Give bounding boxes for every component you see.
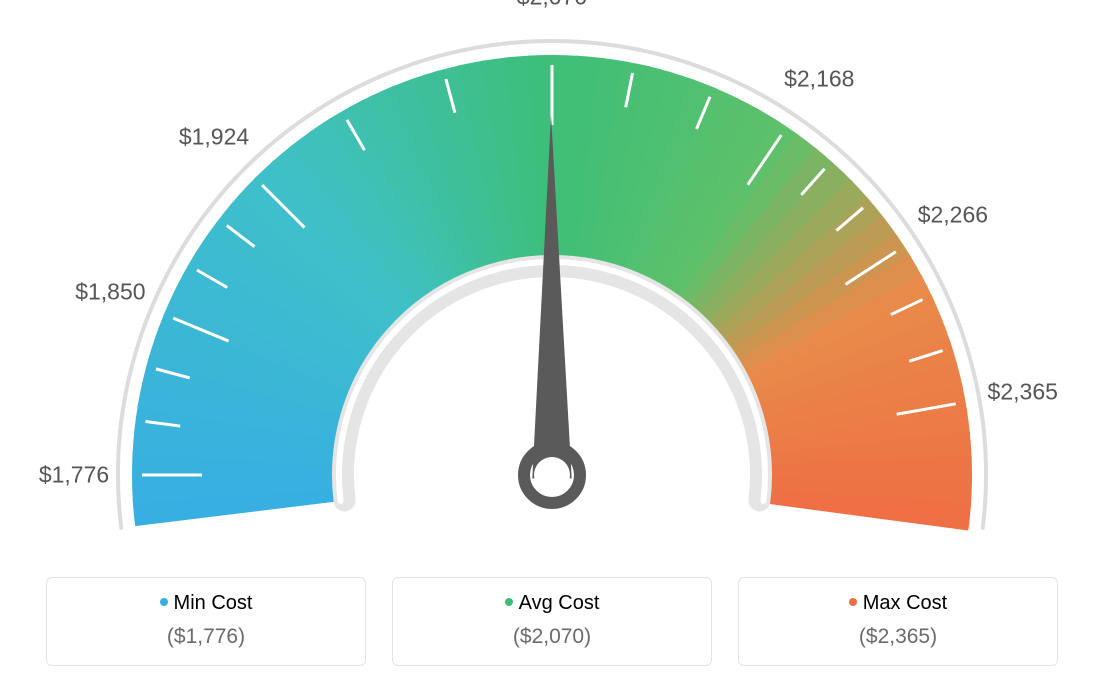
dot-icon-max xyxy=(849,598,857,606)
legend-card-avg: Avg Cost ($2,070) xyxy=(392,577,712,666)
legend-label-max: Max Cost xyxy=(863,592,947,614)
gauge-svg xyxy=(0,0,1104,540)
legend-value-max: ($2,365) xyxy=(739,625,1057,649)
legend-card-max: Max Cost ($2,365) xyxy=(738,577,1058,666)
gauge-tick-label: $1,924 xyxy=(179,124,249,151)
gauge-tick-label: $1,850 xyxy=(75,279,145,306)
cost-gauge: $1,776 $1,850 $1,924 $2,070 $2,168 $2,266 $2,3… xyxy=(0,0,1104,540)
legend-value-avg: ($2,070) xyxy=(393,625,711,649)
legend-title-max: Max Cost xyxy=(739,592,1057,615)
dot-icon-avg xyxy=(505,598,513,606)
legend-value-min: ($1,776) xyxy=(47,625,365,649)
legend-title-avg: Avg Cost xyxy=(393,592,711,615)
legend-label-min: Min Cost xyxy=(174,592,253,614)
gauge-tick-label: $2,365 xyxy=(988,378,1058,405)
gauge-tick-label: $2,070 xyxy=(517,0,587,11)
gauge-tick-label: $2,266 xyxy=(918,201,988,228)
legend-card-min: Min Cost ($1,776) xyxy=(46,577,366,666)
legend-row: Min Cost ($1,776) Avg Cost ($2,070) Max … xyxy=(0,577,1104,666)
dot-icon-min xyxy=(160,598,168,606)
gauge-tick-label: $1,776 xyxy=(39,462,109,489)
legend-title-min: Min Cost xyxy=(47,592,365,615)
legend-label-avg: Avg Cost xyxy=(519,592,600,614)
gauge-tick-label: $2,168 xyxy=(784,65,854,92)
